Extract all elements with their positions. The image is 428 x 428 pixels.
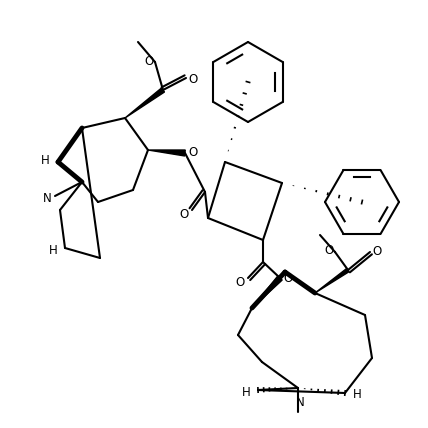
Polygon shape — [125, 88, 164, 118]
Text: O: O — [188, 146, 198, 160]
Text: N: N — [296, 395, 304, 408]
Polygon shape — [252, 276, 282, 308]
Text: H: H — [41, 154, 49, 166]
Text: O: O — [188, 72, 198, 86]
Text: H: H — [242, 386, 250, 398]
Text: O: O — [324, 244, 333, 256]
Text: O: O — [235, 276, 245, 288]
Text: O: O — [179, 208, 189, 220]
Text: N: N — [43, 191, 51, 205]
Text: O: O — [372, 244, 382, 258]
Text: H: H — [353, 389, 361, 401]
Polygon shape — [148, 150, 185, 156]
Text: O: O — [283, 271, 293, 285]
Polygon shape — [315, 268, 349, 293]
Text: O: O — [144, 54, 154, 68]
Text: H: H — [49, 244, 57, 256]
